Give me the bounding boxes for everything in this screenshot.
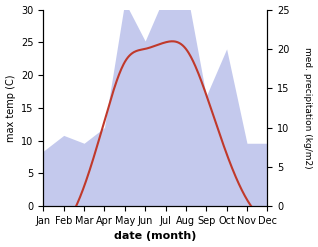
X-axis label: date (month): date (month) [114, 231, 197, 242]
Y-axis label: med. precipitation (kg/m2): med. precipitation (kg/m2) [303, 47, 313, 169]
Y-axis label: max temp (C): max temp (C) [5, 74, 16, 142]
